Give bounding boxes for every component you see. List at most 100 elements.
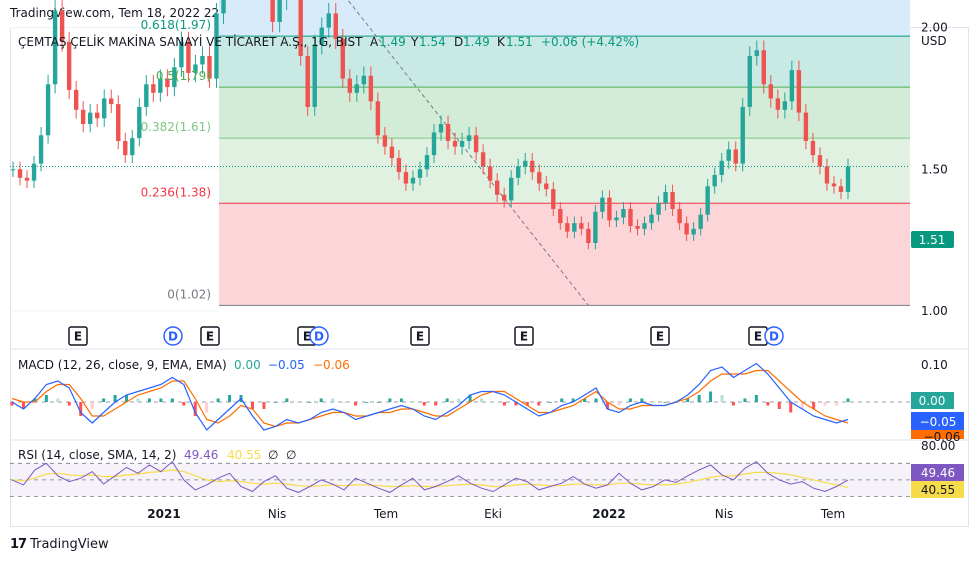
macd-hist-bar	[262, 402, 266, 409]
footer-brand[interactable]: 𝟭𝟳 TradingView	[10, 537, 109, 552]
candle	[438, 115, 444, 141]
rsi-badge: 49.46	[921, 466, 955, 480]
candle	[523, 152, 528, 175]
candle	[270, 0, 275, 33]
low-value: 1.49	[463, 35, 490, 49]
time-tick-label: Nis	[268, 507, 287, 521]
macd-hist-bar	[491, 402, 495, 403]
macd-hist-bar	[56, 398, 60, 402]
fib-level-labels: 1(2.56)0.786(2.23)0.618(1.97)0.5(1.79)0.…	[141, 18, 211, 301]
open-label: A	[370, 35, 379, 49]
macd-hist-bar	[67, 402, 71, 406]
dividend-marker[interactable]: D	[309, 326, 329, 346]
macd-hist-bar	[170, 398, 174, 402]
last-price-badge: 1.51	[911, 231, 954, 248]
candle	[817, 147, 823, 175]
price-axis[interactable]: 2.502.001.501.00	[921, 0, 948, 318]
candle	[298, 0, 303, 66]
candle	[537, 164, 542, 191]
macd-hist-bar	[571, 398, 575, 402]
svg-text:D: D	[168, 330, 178, 344]
candle	[600, 190, 605, 219]
time-tick-label: Tem	[373, 507, 398, 521]
candle	[845, 158, 851, 200]
candle	[572, 216, 577, 239]
macd-hist-value: 0.00	[234, 358, 261, 372]
dividend-marker[interactable]: D	[163, 326, 183, 346]
candle	[487, 158, 493, 189]
svg-text:E: E	[74, 330, 82, 344]
candle	[38, 127, 44, 172]
candle	[579, 216, 584, 236]
fib-trend-line[interactable]	[245, 0, 589, 306]
candle	[593, 204, 598, 250]
svg-text:E: E	[206, 330, 214, 344]
candle	[319, 17, 324, 55]
macd-hist-bar	[376, 402, 380, 403]
candle	[24, 170, 30, 189]
macd-hist-bar	[90, 402, 94, 409]
macd-hist-bar	[743, 398, 747, 402]
time-tick-label: Tem	[820, 507, 845, 521]
earnings-marker[interactable]: E	[514, 326, 534, 346]
earnings-marker[interactable]: E	[68, 326, 88, 346]
high-value: 1.54	[419, 35, 446, 49]
candle	[726, 141, 731, 169]
fibonacci-retracement[interactable]	[219, 0, 910, 306]
candle	[158, 69, 163, 102]
candle	[607, 190, 612, 228]
earnings-marker[interactable]: E	[410, 326, 430, 346]
rsi-axis-tick: 80.00	[921, 439, 955, 453]
candle	[480, 144, 486, 175]
currency-label: USD	[921, 34, 947, 48]
time-axis[interactable]: 2021 Nis Tem Eki 2022 Nis Tem	[147, 507, 845, 521]
fib-zone	[219, 36, 910, 88]
candle	[361, 66, 367, 94]
candle	[586, 222, 591, 250]
candle	[375, 92, 381, 144]
candle	[740, 98, 745, 172]
candle	[733, 141, 738, 172]
macd-hist-bar	[606, 402, 610, 409]
earnings-marker[interactable]: E	[200, 326, 220, 346]
macd-hist-bar	[583, 398, 587, 402]
candle	[803, 103, 809, 150]
macd-hist-bar	[823, 402, 827, 406]
candle	[186, 31, 191, 83]
candle	[116, 95, 121, 150]
macd-hist-bar	[663, 402, 667, 403]
candle	[214, 2, 219, 88]
macd-hist-bar	[846, 398, 850, 402]
macd-hist-bar	[617, 402, 621, 406]
fib-level-label: 0.5(1.79)	[156, 69, 211, 83]
macd-hist-bar	[525, 402, 529, 406]
macd-line-badge: −0.05	[920, 415, 957, 429]
candle	[558, 202, 563, 230]
macd-hist-bar	[319, 398, 323, 402]
candle	[95, 103, 100, 127]
rsi-label: RSI (14, close, SMA, 14, 2)	[18, 448, 176, 462]
candle	[165, 69, 170, 97]
high-label: Y	[410, 35, 419, 49]
candle	[193, 54, 198, 83]
candle	[333, 2, 338, 49]
footer-brand-label: TradingView	[30, 537, 109, 552]
svg-text:E: E	[520, 330, 528, 344]
macd-hist-badge: 0.00	[919, 394, 946, 408]
macd-signal-line	[11, 369, 849, 428]
macd-hist-bar	[388, 398, 392, 402]
macd-hist-bar	[548, 402, 552, 403]
macd-hist-bar	[709, 391, 713, 402]
candle	[831, 176, 837, 194]
candle	[389, 138, 395, 166]
macd-hist-bar	[296, 402, 300, 403]
candle	[286, 0, 288, 10]
candle	[151, 75, 156, 102]
dividend-marker[interactable]: D	[764, 326, 784, 346]
earnings-marker[interactable]: E	[650, 326, 670, 346]
rsi-extra-2: ∅	[286, 448, 296, 462]
candle	[761, 40, 766, 94]
candle	[130, 129, 135, 164]
